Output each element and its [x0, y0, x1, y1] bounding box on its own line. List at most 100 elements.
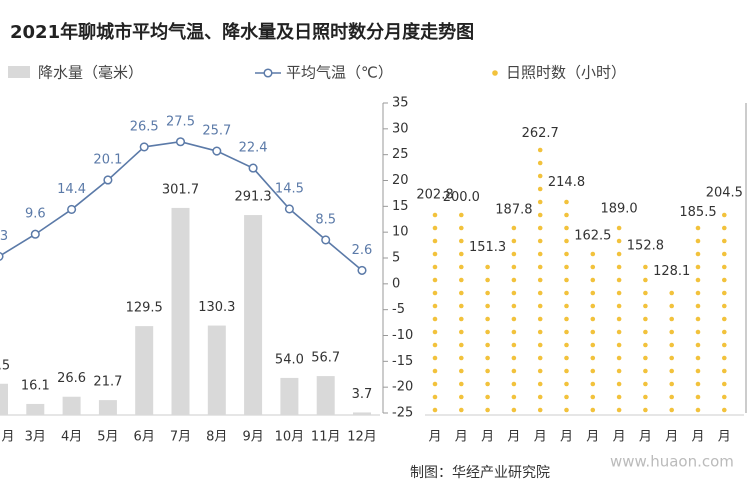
dot — [669, 355, 674, 361]
dot — [643, 329, 648, 335]
dot — [616, 277, 622, 283]
dot — [564, 225, 569, 231]
x-tick-label: 4月 — [61, 430, 82, 445]
dot — [590, 394, 596, 400]
dot — [695, 290, 701, 296]
bar — [207, 325, 226, 415]
dot-column — [669, 290, 674, 413]
dot — [695, 264, 701, 270]
dot-label: 185.5 — [679, 205, 716, 220]
dot — [643, 264, 648, 270]
dot — [669, 316, 674, 322]
dot-column — [616, 225, 622, 413]
bar-label: 54.0 — [275, 352, 304, 367]
dot — [564, 394, 569, 400]
dot — [643, 277, 648, 283]
dot — [616, 251, 622, 257]
y2-tick-label: 35 — [392, 96, 409, 111]
dot — [459, 212, 464, 218]
dot — [564, 199, 569, 205]
dot — [564, 316, 569, 322]
dot — [485, 316, 490, 322]
dot — [616, 238, 622, 244]
temperature-label: 26.5 — [130, 119, 159, 134]
dot — [616, 303, 622, 309]
dot — [722, 251, 727, 257]
dot — [511, 316, 517, 322]
dot — [459, 394, 464, 400]
dot-column — [695, 225, 701, 413]
dot — [432, 290, 438, 296]
dot — [564, 342, 569, 348]
chart-title: 2021年聊城市平均气温、降水量及日照时数分月度走势图 — [10, 21, 474, 43]
dot — [564, 368, 569, 374]
dot-label: 202.8 — [416, 187, 453, 202]
temperature-label: 8.5 — [315, 212, 336, 227]
temperature-label: 25.7 — [202, 124, 231, 139]
dot — [643, 381, 648, 387]
temperature-point — [284, 204, 294, 214]
x-tick-label: 7月 — [170, 430, 191, 445]
dot — [537, 147, 543, 153]
y2-tick-label: 30 — [392, 121, 409, 136]
x-tick-label: 9月 — [242, 430, 263, 445]
temperature-label: 14.4 — [57, 182, 86, 197]
y2-tick-label: 20 — [392, 173, 409, 188]
x-tick-label: 月 — [455, 430, 468, 445]
dot — [511, 251, 517, 257]
dot — [511, 264, 517, 270]
dot — [432, 238, 438, 244]
dot — [511, 290, 517, 296]
dot — [432, 342, 438, 348]
bar — [98, 400, 117, 415]
legend-label: 平均气温（℃） — [286, 64, 393, 82]
dot — [485, 329, 490, 335]
dot — [511, 355, 517, 361]
dot-column — [485, 264, 490, 413]
dot — [459, 277, 464, 283]
legend-swatch — [8, 66, 30, 78]
bar-label: 291.3 — [234, 190, 271, 205]
temperature-point — [67, 204, 77, 214]
temperature-label: 2.6 — [352, 243, 373, 258]
dot — [485, 303, 490, 309]
dot — [537, 329, 543, 335]
dot — [537, 342, 543, 348]
dot — [511, 329, 517, 335]
dot — [485, 264, 490, 270]
dot — [485, 394, 490, 400]
x-tick-label: 8月 — [206, 430, 227, 445]
dot — [432, 264, 438, 270]
dot — [722, 238, 727, 244]
temperature-point — [103, 175, 113, 185]
dot — [432, 355, 438, 361]
x-tick-label: 月 — [1, 430, 14, 445]
dot — [537, 225, 543, 231]
dot — [459, 355, 464, 361]
dot — [722, 264, 727, 270]
dot — [485, 407, 490, 413]
x-tick-label: 月 — [639, 430, 652, 445]
dot-label: 187.8 — [495, 203, 532, 218]
dot — [616, 407, 622, 413]
dot — [564, 238, 569, 244]
dot — [537, 173, 543, 179]
dot — [511, 342, 517, 348]
dot — [537, 186, 543, 192]
legend-swatch — [263, 68, 273, 78]
x-tick-label: 月 — [613, 430, 626, 445]
dot — [722, 277, 727, 283]
dot — [722, 290, 727, 296]
bar-label: 21.7 — [93, 375, 122, 390]
dot — [669, 394, 674, 400]
dot — [695, 355, 701, 361]
dot — [537, 160, 543, 166]
x-tick-label: 月 — [665, 430, 678, 445]
dot — [616, 264, 622, 270]
dot — [590, 368, 596, 374]
temperature-point — [321, 235, 331, 245]
dot — [564, 329, 569, 335]
dot — [669, 329, 674, 335]
dot — [432, 225, 438, 231]
x-tick-label: 月 — [507, 430, 520, 445]
